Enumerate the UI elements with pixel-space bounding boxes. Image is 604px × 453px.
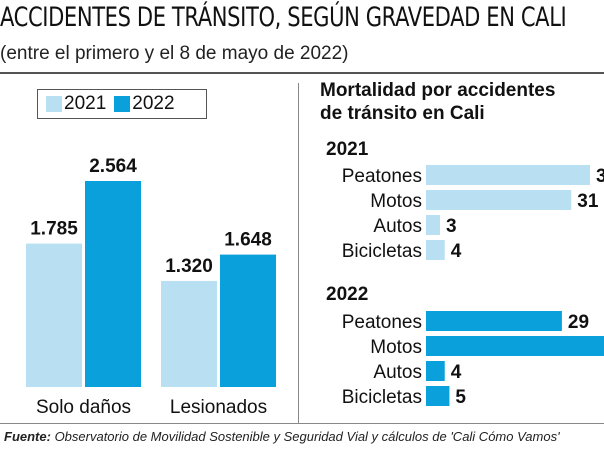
hbar-2022-motos	[426, 336, 604, 356]
value-label-2022-0: 2.564	[89, 156, 137, 177]
hbar-label-2022-peatones: Peatones	[342, 312, 422, 333]
mortality-title: Mortalidad por accidentes de tránsito en…	[320, 79, 555, 125]
hbar-2022-peatones	[426, 311, 562, 331]
category-label-1: Lesionados	[170, 397, 267, 418]
legend: 2021 2022	[37, 89, 207, 119]
mortality-title-line-2: de tránsito en Cali	[320, 103, 485, 124]
legend-label-2021: 2021	[64, 93, 107, 114]
hbar-value-2022-autos: 4	[451, 362, 462, 383]
title-divider	[0, 72, 604, 74]
value-label-2022-1: 1.648	[224, 230, 272, 251]
hbar-2021-autos	[426, 215, 441, 235]
bar-solo-danos-2022	[85, 181, 141, 387]
footer-divider	[0, 423, 604, 424]
hbar-2021-peatones	[426, 165, 590, 185]
hbar-value-2021-bicicletas: 4	[451, 241, 462, 262]
hbar-label-2021-bicicletas: Bicicletas	[342, 241, 422, 262]
value-label-2021-0: 1.785	[30, 219, 78, 240]
bar-lesionados-2021	[161, 280, 217, 387]
hbar-label-2022-bicicletas: Bicicletas	[342, 387, 422, 408]
hbar-value-2021-autos: 3	[446, 216, 457, 237]
footer-text: Observatorio de Movilidad Sostenible y S…	[50, 429, 560, 444]
hbar-label-2021-peatones: Peatones	[342, 166, 422, 187]
value-label-2021-1: 1.320	[165, 256, 213, 277]
panel-divider	[298, 83, 299, 423]
hbar-value-2022-bicicletas: 5	[455, 387, 466, 408]
legend-item-2021: 2021	[46, 93, 106, 115]
legend-label-2022: 2022	[132, 93, 175, 114]
bar-solo-danos-2021	[26, 243, 82, 387]
hbar-value-2021-peatones: 3	[596, 166, 604, 187]
hbar-value-2022-peatones: 29	[568, 312, 589, 333]
legend-item-2022: 2022	[114, 93, 175, 115]
hbar-label-2021-autos: Autos	[373, 216, 422, 237]
legend-swatch-2022	[114, 96, 131, 112]
legend-swatch-2021	[46, 96, 62, 112]
hbar-2021-bicicletas	[426, 240, 445, 260]
hbar-label-2022-motos: Motos	[370, 337, 422, 358]
hbar-label-2021-motos: Motos	[370, 191, 422, 212]
hbar-2022-autos	[426, 361, 445, 381]
hbar-label-2022-autos: Autos	[373, 362, 422, 383]
group-year-2022: 2022	[326, 284, 369, 305]
footer-label: Fuente:	[4, 429, 51, 444]
chart-subtitle: (entre el primero y el 8 de mayo de 2022…	[0, 43, 349, 64]
hbar-value-2021-motos: 31	[577, 191, 599, 212]
footer-source: Fuente: Observatorio de Movilidad Sosten…	[4, 429, 560, 444]
group-year-2021: 2021	[326, 139, 369, 160]
hbar-2022-bicicletas	[426, 386, 450, 406]
bar-lesionados-2022	[220, 254, 276, 387]
mortality-title-line-1: Mortalidad por accidentes	[320, 80, 556, 101]
hbar-2021-motos	[426, 190, 572, 210]
category-label-0: Solo daños	[36, 397, 131, 418]
chart-title: ACCIDENTES DE TRÁNSITO, SEGÚN GRAVEDAD E…	[0, 2, 567, 33]
